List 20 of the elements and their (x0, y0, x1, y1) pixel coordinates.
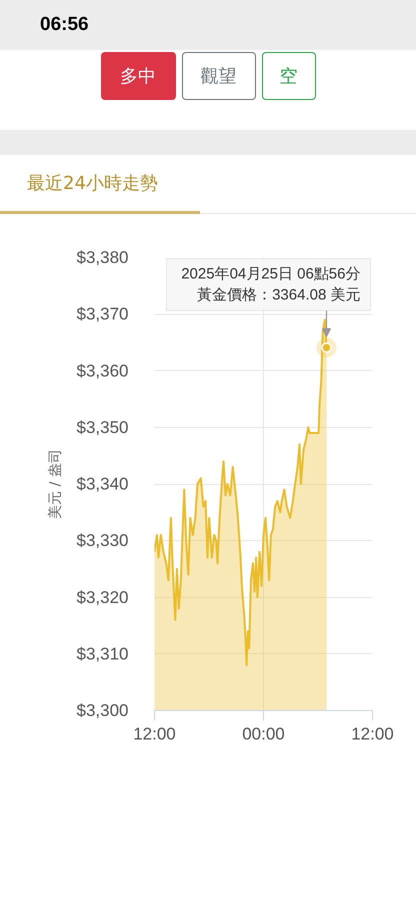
y-tick-label: $3,330 (76, 531, 129, 550)
text: 觀望 (182, 52, 256, 100)
chart-title: 最近24小時走勢 (27, 172, 158, 195)
text: 多中 (100, 52, 176, 100)
x-tick-label: 00:00 (242, 724, 285, 744)
y-tick-label: $3,310 (76, 644, 129, 664)
y-tick-label: $3,320 (76, 588, 129, 607)
text: 空 (262, 52, 316, 100)
y-tick-label: $3,380 (76, 248, 129, 267)
y-tick-label: $3,370 (76, 304, 129, 324)
annotation: 黃金價格：3364.08 美元 (197, 286, 360, 304)
y-axis-title: 美元 / 盎司 (48, 449, 64, 519)
annotation: 2025年04月25日 06點56分 (181, 266, 360, 283)
y-tick-label: $3,340 (76, 474, 129, 494)
x-tick-label: 12:00 (133, 724, 176, 744)
y-tick-label: $3,360 (76, 361, 129, 380)
y-tick-label: $3,300 (76, 701, 129, 720)
x-tick-label: 12:00 (351, 724, 394, 744)
y-tick-label: $3,350 (76, 418, 129, 437)
text: 06:56 (40, 14, 89, 36)
